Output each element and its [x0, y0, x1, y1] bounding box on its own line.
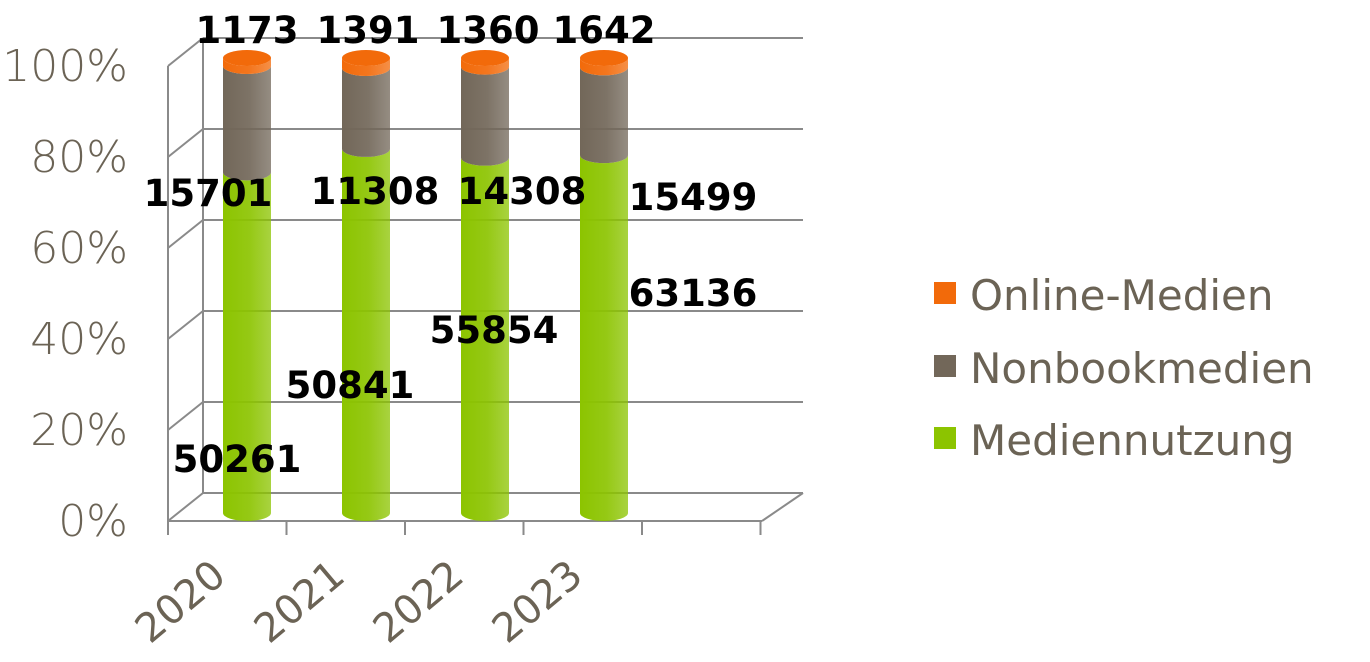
- bar-segment-online-medien: [461, 58, 509, 75]
- data-label: 50261: [173, 438, 302, 481]
- data-label: 1360: [437, 9, 540, 52]
- legend-entry: Mediennutzung: [970, 416, 1295, 465]
- legend-entry: Nonbookmedien: [970, 344, 1314, 393]
- grid-side-line: [167, 492, 204, 522]
- y-tick-label: 100%: [2, 41, 128, 92]
- y-tick-label: 60%: [30, 223, 128, 274]
- data-label: 11308: [311, 170, 440, 213]
- bar-segment-online-medien: [223, 58, 271, 74]
- legend-swatch: [934, 427, 956, 449]
- grid-side-line: [167, 310, 204, 340]
- data-label: 50841: [286, 364, 415, 407]
- bar-segment-online-medien: [342, 58, 390, 76]
- x-tick-label: 2022: [365, 552, 473, 653]
- legend-swatch: [934, 282, 956, 304]
- bar-segment-nonbookmedien: [580, 67, 628, 164]
- bar-segment-online-medien: [580, 58, 628, 76]
- data-label: 63136: [629, 272, 758, 315]
- data-label: 1391: [317, 9, 420, 52]
- bar-segment-nonbookmedien: [342, 67, 390, 157]
- x-tick-label: 2020: [127, 552, 235, 653]
- data-label-layer: 50261 15701 1173 50841 11308 1391 55854 14308 13…: [144, 9, 758, 481]
- x-tick-label: 2023: [484, 552, 592, 653]
- legend: Online-Medien Nonbookmedien Mediennutzung: [934, 271, 1314, 465]
- bar-segment-mediennutzung: [580, 155, 628, 521]
- y-tick-label: 20%: [30, 405, 128, 456]
- grid-side-line: [167, 219, 204, 249]
- legend-entry: Online-Medien: [970, 271, 1274, 320]
- data-label: 15701: [144, 172, 273, 215]
- bar-segment-mediennutzung: [342, 148, 390, 521]
- y-tick-label: 40%: [30, 314, 128, 365]
- y-tick-label: 0%: [58, 496, 128, 547]
- data-label: 15499: [629, 176, 758, 219]
- bar-segment-mediennutzung: [223, 172, 271, 521]
- grid-side-line: [167, 37, 204, 67]
- bar-top-cap: [580, 50, 628, 66]
- floor-side-line: [761, 492, 804, 522]
- bar-top-cap: [461, 50, 509, 66]
- bar-top-cap: [223, 50, 271, 66]
- bar-segment-mediennutzung: [461, 157, 509, 521]
- bar-layer: [223, 50, 628, 521]
- x-tick-label: 2021: [246, 552, 354, 653]
- y-tick-label: 80%: [30, 132, 128, 183]
- data-label: 1642: [553, 9, 656, 52]
- data-label: 14308: [458, 170, 587, 213]
- bar-segment-nonbookmedien: [461, 66, 509, 166]
- grid-side-line: [167, 401, 204, 431]
- bar-segment-nonbookmedien: [223, 65, 271, 181]
- bar-top-cap: [342, 50, 390, 66]
- grid-side-line: [167, 128, 204, 158]
- legend-swatch: [934, 355, 956, 377]
- data-label: 1173: [196, 9, 299, 52]
- data-label: 55854: [430, 309, 559, 352]
